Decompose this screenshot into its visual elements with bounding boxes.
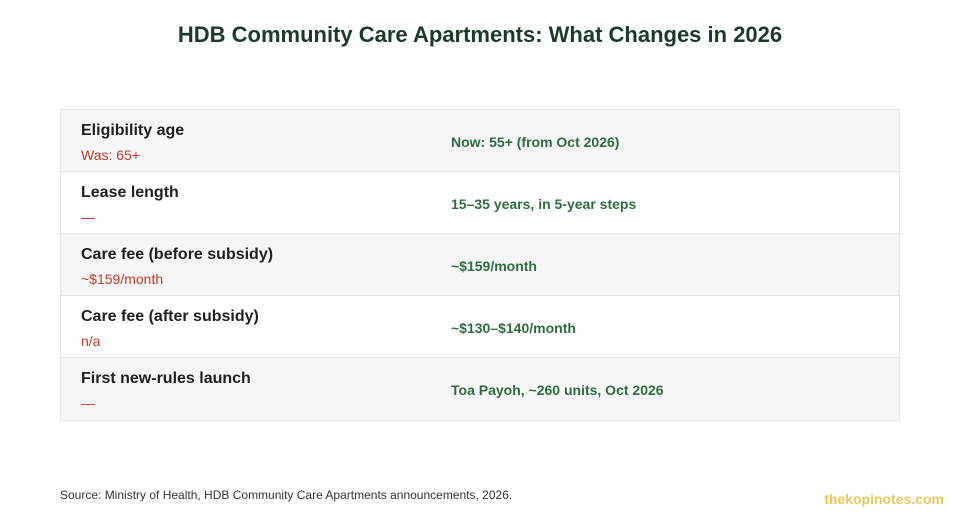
brand-watermark: thekopinotes.com bbox=[824, 491, 944, 507]
new-value: ~$130–$140/month bbox=[451, 320, 576, 336]
new-value: ~$159/month bbox=[451, 258, 537, 274]
old-value: Was: 65+ bbox=[81, 147, 141, 163]
comparison-table: Eligibility age Was: 65+ Now: 55+ (from … bbox=[60, 109, 900, 421]
new-value: Toa Payoh, ~260 units, Oct 2026 bbox=[451, 382, 664, 398]
table-row: Care fee (after subsidy) n/a ~$130–$140/… bbox=[61, 296, 899, 358]
old-value: ~$159/month bbox=[81, 271, 164, 287]
row-label: Care fee (after subsidy) bbox=[81, 308, 259, 325]
row-label: First new-rules launch bbox=[81, 370, 251, 387]
row-label: Care fee (before subsidy) bbox=[81, 246, 274, 263]
table-row: Care fee (before subsidy) ~$159/month ~$… bbox=[61, 234, 899, 296]
table-row: Lease length — 15–35 years, in 5-year st… bbox=[61, 172, 899, 234]
old-value: — bbox=[81, 209, 95, 225]
new-value: 15–35 years, in 5-year steps bbox=[451, 196, 637, 212]
source-note: Source: Ministry of Health, HDB Communit… bbox=[60, 488, 513, 502]
row-label: Eligibility age bbox=[81, 122, 185, 139]
new-value: Now: 55+ (from Oct 2026) bbox=[451, 134, 620, 150]
old-value: — bbox=[81, 395, 95, 411]
old-value: n/a bbox=[81, 333, 101, 349]
row-label: Lease length bbox=[81, 184, 179, 201]
table-row: Eligibility age Was: 65+ Now: 55+ (from … bbox=[61, 110, 899, 172]
page-title: HDB Community Care Apartments: What Chan… bbox=[177, 22, 783, 47]
table-row: First new-rules launch — Toa Payoh, ~260… bbox=[61, 358, 899, 420]
